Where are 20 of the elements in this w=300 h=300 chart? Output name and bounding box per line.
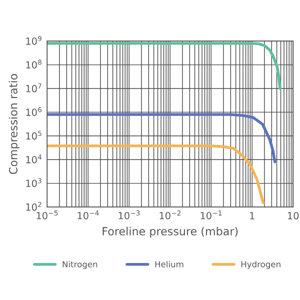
y-tick-label: 10$^{9}$: [26, 36, 42, 45]
y-tick-label: 10$^{3}$: [26, 178, 42, 188]
x-tick-label: 10: [288, 212, 299, 220]
x-tick-label: 10$^{−3}$: [118, 210, 140, 220]
y-tick-label: 10$^{8}$: [26, 60, 42, 69]
x-axis-title: Foreline pressure (mbar): [102, 226, 238, 238]
y-tick-label: 10$^{4}$: [26, 154, 42, 164]
x-tick-label: 10$^{−2}$: [160, 210, 180, 220]
y-tick-label: 10$^{6}$: [26, 107, 42, 116]
y-tick-label: 10$^{2}$: [26, 202, 42, 211]
y-tick-label: 10$^{7}$: [26, 83, 42, 92]
x-tick-label: 10$^{−5}$: [36, 210, 58, 220]
legend-label: Helium: [155, 260, 184, 268]
x-tick-label: 10$^{−1}$: [200, 210, 222, 220]
x-tick-label: 1: [250, 212, 254, 220]
legend-label: Nitrogen: [62, 260, 98, 270]
y-tick-label: 10$^{5}$: [26, 130, 42, 140]
legend-label: Hydrogen: [241, 260, 280, 270]
x-tick-label: 10$^{−4}$: [78, 210, 99, 220]
y-axis-title: Compression ratio: [8, 74, 20, 174]
